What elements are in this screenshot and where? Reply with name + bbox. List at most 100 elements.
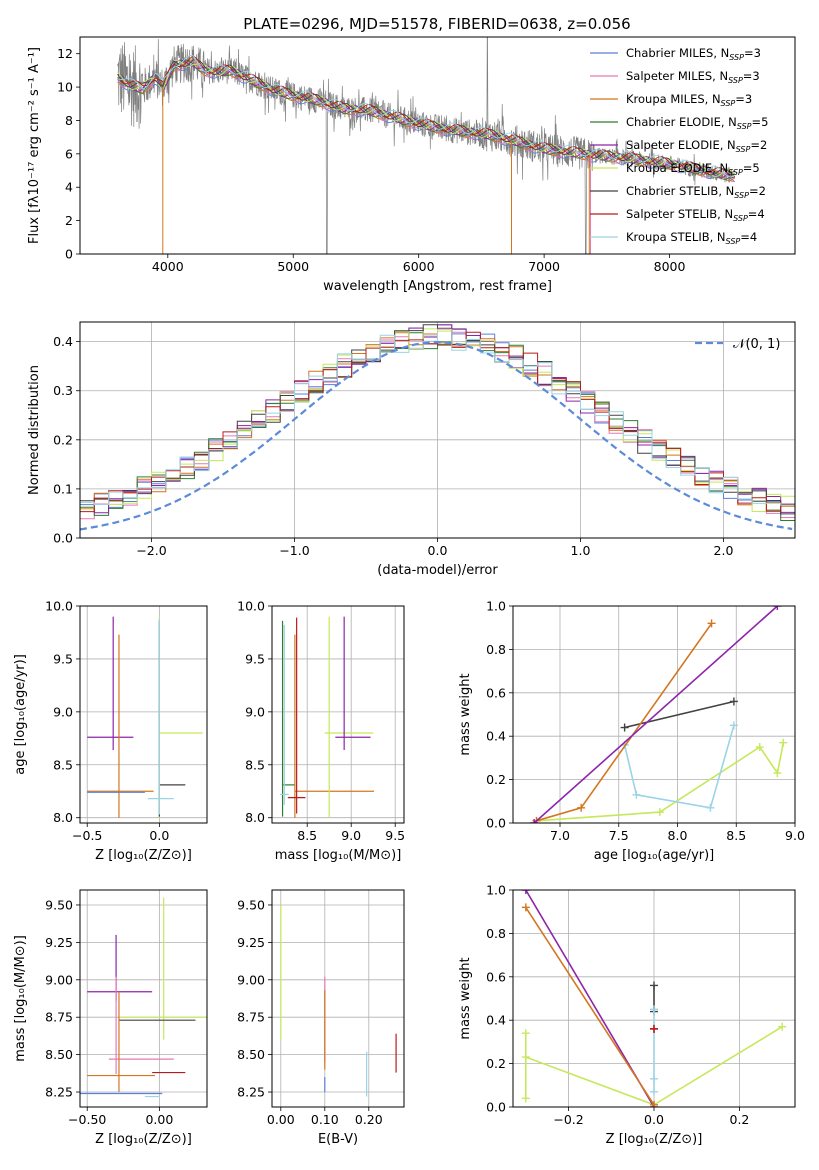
y-tick-label: 0.8 xyxy=(486,926,506,941)
plus-marker xyxy=(632,790,641,799)
series-line xyxy=(533,606,778,823)
y-tick-label: 9.00 xyxy=(237,972,265,987)
x-axis-label: E(B-V) xyxy=(318,1132,358,1147)
point-chabrier-stelib xyxy=(158,620,186,817)
y-tick-label: 0.4 xyxy=(53,334,73,349)
x-tick-label: 0.0 xyxy=(644,1112,664,1127)
x-tick-label: −0.2 xyxy=(553,1112,583,1127)
model-kroupa-stelib xyxy=(117,55,736,178)
data-spectrum xyxy=(117,37,733,254)
series-salpeter-stelib xyxy=(650,1024,658,1033)
x-tick-label: −0.5 xyxy=(72,828,102,843)
y-tick-label: 2 xyxy=(65,213,73,228)
plus-marker xyxy=(650,1024,658,1033)
x-axis-label: Z [log₁₀(Z/Z⊙)] xyxy=(606,1132,703,1147)
series-salpeter-elodie xyxy=(521,890,658,1107)
series-kroupa-stelib xyxy=(650,1005,658,1096)
plus-marker xyxy=(779,738,788,747)
legend-entry: Chabrier MILES, NSSP=3 xyxy=(626,46,761,62)
y-tick-label: 6 xyxy=(65,146,73,161)
histogram-kroupa-stelib xyxy=(80,328,795,506)
point-kroupa-stelib xyxy=(279,625,289,806)
x-axis-label: wavelength [Angstrom, rest frame] xyxy=(323,279,552,294)
y-tick-label: 8.25 xyxy=(237,1085,265,1100)
plus-marker xyxy=(755,743,764,752)
plus-marker xyxy=(729,697,738,706)
plus-marker xyxy=(650,1100,658,1107)
y-tick-label: 8.0 xyxy=(53,810,73,825)
x-tick-label: 4000 xyxy=(152,259,184,274)
y-tick-label: 12 xyxy=(57,46,73,61)
x-tick-label: 8.0 xyxy=(668,828,688,843)
x-axis-label: mass [log₁₀(M/M⊙)] xyxy=(275,848,402,863)
panel-massweight_vs_age: 7.0 7.5 8.0 8.5 9.0 0.0 0.2 0.4 0.6 0.8 1.0 age [lo… xyxy=(458,599,805,864)
y-tick-label: 10.0 xyxy=(45,599,73,614)
series-salpeter-elodie xyxy=(530,606,782,823)
series-line xyxy=(536,622,713,822)
y-tick-label: 10.0 xyxy=(237,599,265,614)
plus-marker xyxy=(729,721,738,730)
axes-frame xyxy=(512,605,796,824)
figure-title: PLATE=0296, MJD=51578, FIBERID=0638, z=0… xyxy=(243,15,630,33)
plus-marker xyxy=(521,903,530,912)
x-tick-label: 2.0 xyxy=(714,543,734,558)
x-tick-label: −0.50 xyxy=(68,1112,106,1127)
legend-entry: Kroupa MILES, NSSP=3 xyxy=(626,92,752,108)
plus-marker xyxy=(650,1074,658,1083)
legend-entry: 𝒩(0, 1) xyxy=(733,337,780,352)
x-tick-label: 9.5 xyxy=(385,828,405,843)
plus-marker xyxy=(620,723,629,732)
point-kroupa-miles xyxy=(87,634,154,818)
y-tick-label: 9.5 xyxy=(53,651,73,666)
x-tick-label: 5000 xyxy=(277,259,309,274)
y-tick-label: 0.3 xyxy=(53,383,73,398)
model-kroupa-elodie xyxy=(117,59,736,177)
x-tick-label: 9.0 xyxy=(785,828,805,843)
y-tick-label: 9.0 xyxy=(53,704,73,719)
plot-area xyxy=(279,616,375,818)
plus-marker xyxy=(577,803,586,812)
plus-marker xyxy=(530,819,539,823)
x-tick-label: 7.5 xyxy=(609,828,629,843)
plus-marker xyxy=(773,769,782,778)
axes-frame xyxy=(271,889,405,1108)
series-kroupa-miles xyxy=(521,903,658,1107)
plot-area xyxy=(530,606,788,823)
legend-entry: Salpeter STELIB, NSSP=4 xyxy=(626,207,765,223)
x-tick-label: 0.20 xyxy=(355,1112,383,1127)
plot-area xyxy=(87,616,203,818)
point-kroupa-elodie xyxy=(324,616,374,818)
y-tick-label: 0.4 xyxy=(486,729,506,744)
axes-frame xyxy=(79,36,796,255)
y-axis-label: Flux [fλ10⁻¹⁷ erg cm⁻² s⁻¹ A⁻¹] xyxy=(27,47,42,244)
y-tick-label: 0.1 xyxy=(53,481,73,496)
y-tick-label: 9.0 xyxy=(245,704,265,719)
axes-frame xyxy=(79,889,208,1108)
x-tick-label: 7000 xyxy=(528,259,560,274)
y-axis-label: mass weight xyxy=(458,957,473,1039)
y-tick-label: 8.50 xyxy=(237,1047,265,1062)
plus-marker xyxy=(650,1087,658,1096)
plot-area xyxy=(80,897,207,1098)
axes-frame xyxy=(271,605,405,824)
legend-entry: Kroupa ELODIE, NSSP=5 xyxy=(626,161,760,177)
x-tick-label: 9.0 xyxy=(341,828,361,843)
model-chabrier-stelib xyxy=(117,59,736,178)
x-tick-label: 0.00 xyxy=(145,1112,173,1127)
plus-marker xyxy=(650,981,658,990)
series-line xyxy=(623,725,735,809)
point-salpeter-elodie xyxy=(87,616,134,750)
panel-residuals: −2.0 −1.0 0.0 1.0 2.0 0.0 0.1 0.2 0.3 0.4 (data-mo… xyxy=(27,321,796,578)
panel-mass_vs_Z: −0.50 0.00 8.25 8.50 8.75 9.00 9.25 9.50 Z [log₁… xyxy=(13,889,208,1147)
y-tick-label: 9.50 xyxy=(237,897,265,912)
y-tick-label: 0.6 xyxy=(486,969,506,984)
y-tick-label: 1.0 xyxy=(486,883,506,898)
plus-marker xyxy=(707,619,716,628)
series-kroupa-stelib xyxy=(620,721,738,812)
y-tick-label: 8.25 xyxy=(45,1085,73,1100)
plot-area xyxy=(521,890,787,1107)
x-axis-label: (data-model)/error xyxy=(377,563,498,578)
panel-age_vs_Z: −0.5 0.0 8.0 8.5 9.0 9.5 10.0 Z [log₁₀(Z/Z⊙)] ag… xyxy=(13,599,208,863)
y-tick-label: 8.75 xyxy=(237,1010,265,1025)
